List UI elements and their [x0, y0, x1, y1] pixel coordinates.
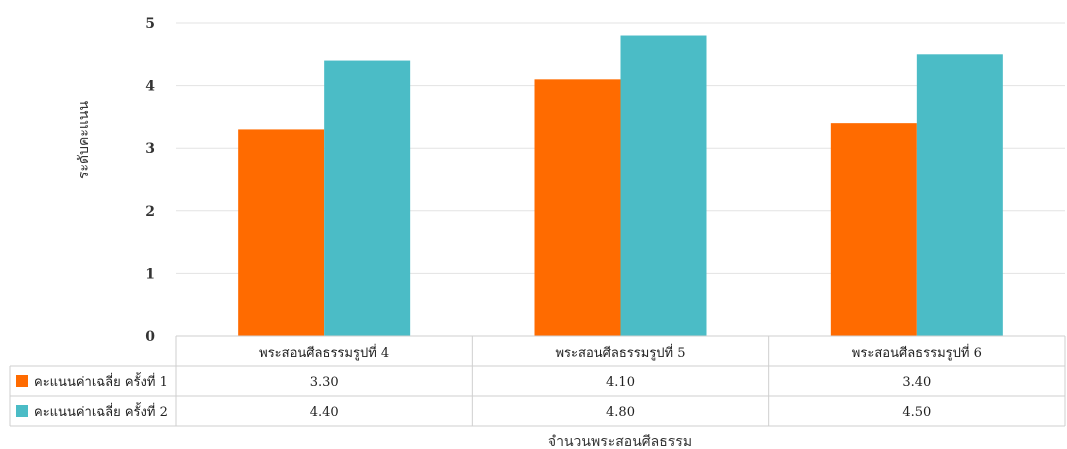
- bar: [238, 129, 325, 336]
- y-tick-label: 4: [145, 79, 155, 95]
- bars: [238, 35, 1003, 337]
- y-axis-label: ระดับคะแนน: [76, 101, 92, 179]
- legend-swatch: [16, 405, 28, 417]
- table-cell-value: 3.30: [310, 375, 339, 390]
- table-cell-value: 4.50: [902, 405, 931, 420]
- bar: [620, 35, 707, 337]
- x-tick-label: พระสอนศีลธรรมรูปที่ 4: [259, 344, 389, 361]
- table-cell-value: 4.10: [606, 375, 635, 390]
- bar: [324, 60, 411, 337]
- bar: [534, 79, 621, 336]
- bar: [830, 123, 917, 336]
- x-tick-label: พระสอนศีลธรรมรูปที่ 6: [852, 344, 982, 361]
- table-cell-value: 3.40: [902, 375, 931, 390]
- x-tick-label: พระสอนศีลธรรมรูปที่ 5: [555, 344, 685, 361]
- y-tick-label: 0: [145, 329, 155, 345]
- table-cell-value: 4.80: [606, 405, 635, 420]
- y-axis-ticks: 0 1 2 3 4 5: [145, 16, 155, 345]
- table-cell-value: 4.40: [310, 405, 339, 420]
- y-tick-label: 2: [145, 204, 155, 220]
- data-table: พระสอนศีลธรรมรูปที่ 4 พระสอนศีลธรรมรูปที่…: [9, 335, 1066, 427]
- legend-swatch: [16, 375, 28, 387]
- legend-label: คะแนนค่าเฉลี่ย ครั้งที่ 1: [34, 372, 168, 390]
- bar: [916, 54, 1003, 337]
- x-axis-label: จำนวนพระสอนศีลธรรม: [548, 434, 692, 449]
- y-tick-label: 3: [145, 141, 155, 157]
- legend-label: คะแนนค่าเฉลี่ย ครั้งที่ 2: [34, 402, 168, 420]
- y-tick-label: 1: [145, 266, 155, 282]
- y-tick-label: 5: [145, 16, 155, 32]
